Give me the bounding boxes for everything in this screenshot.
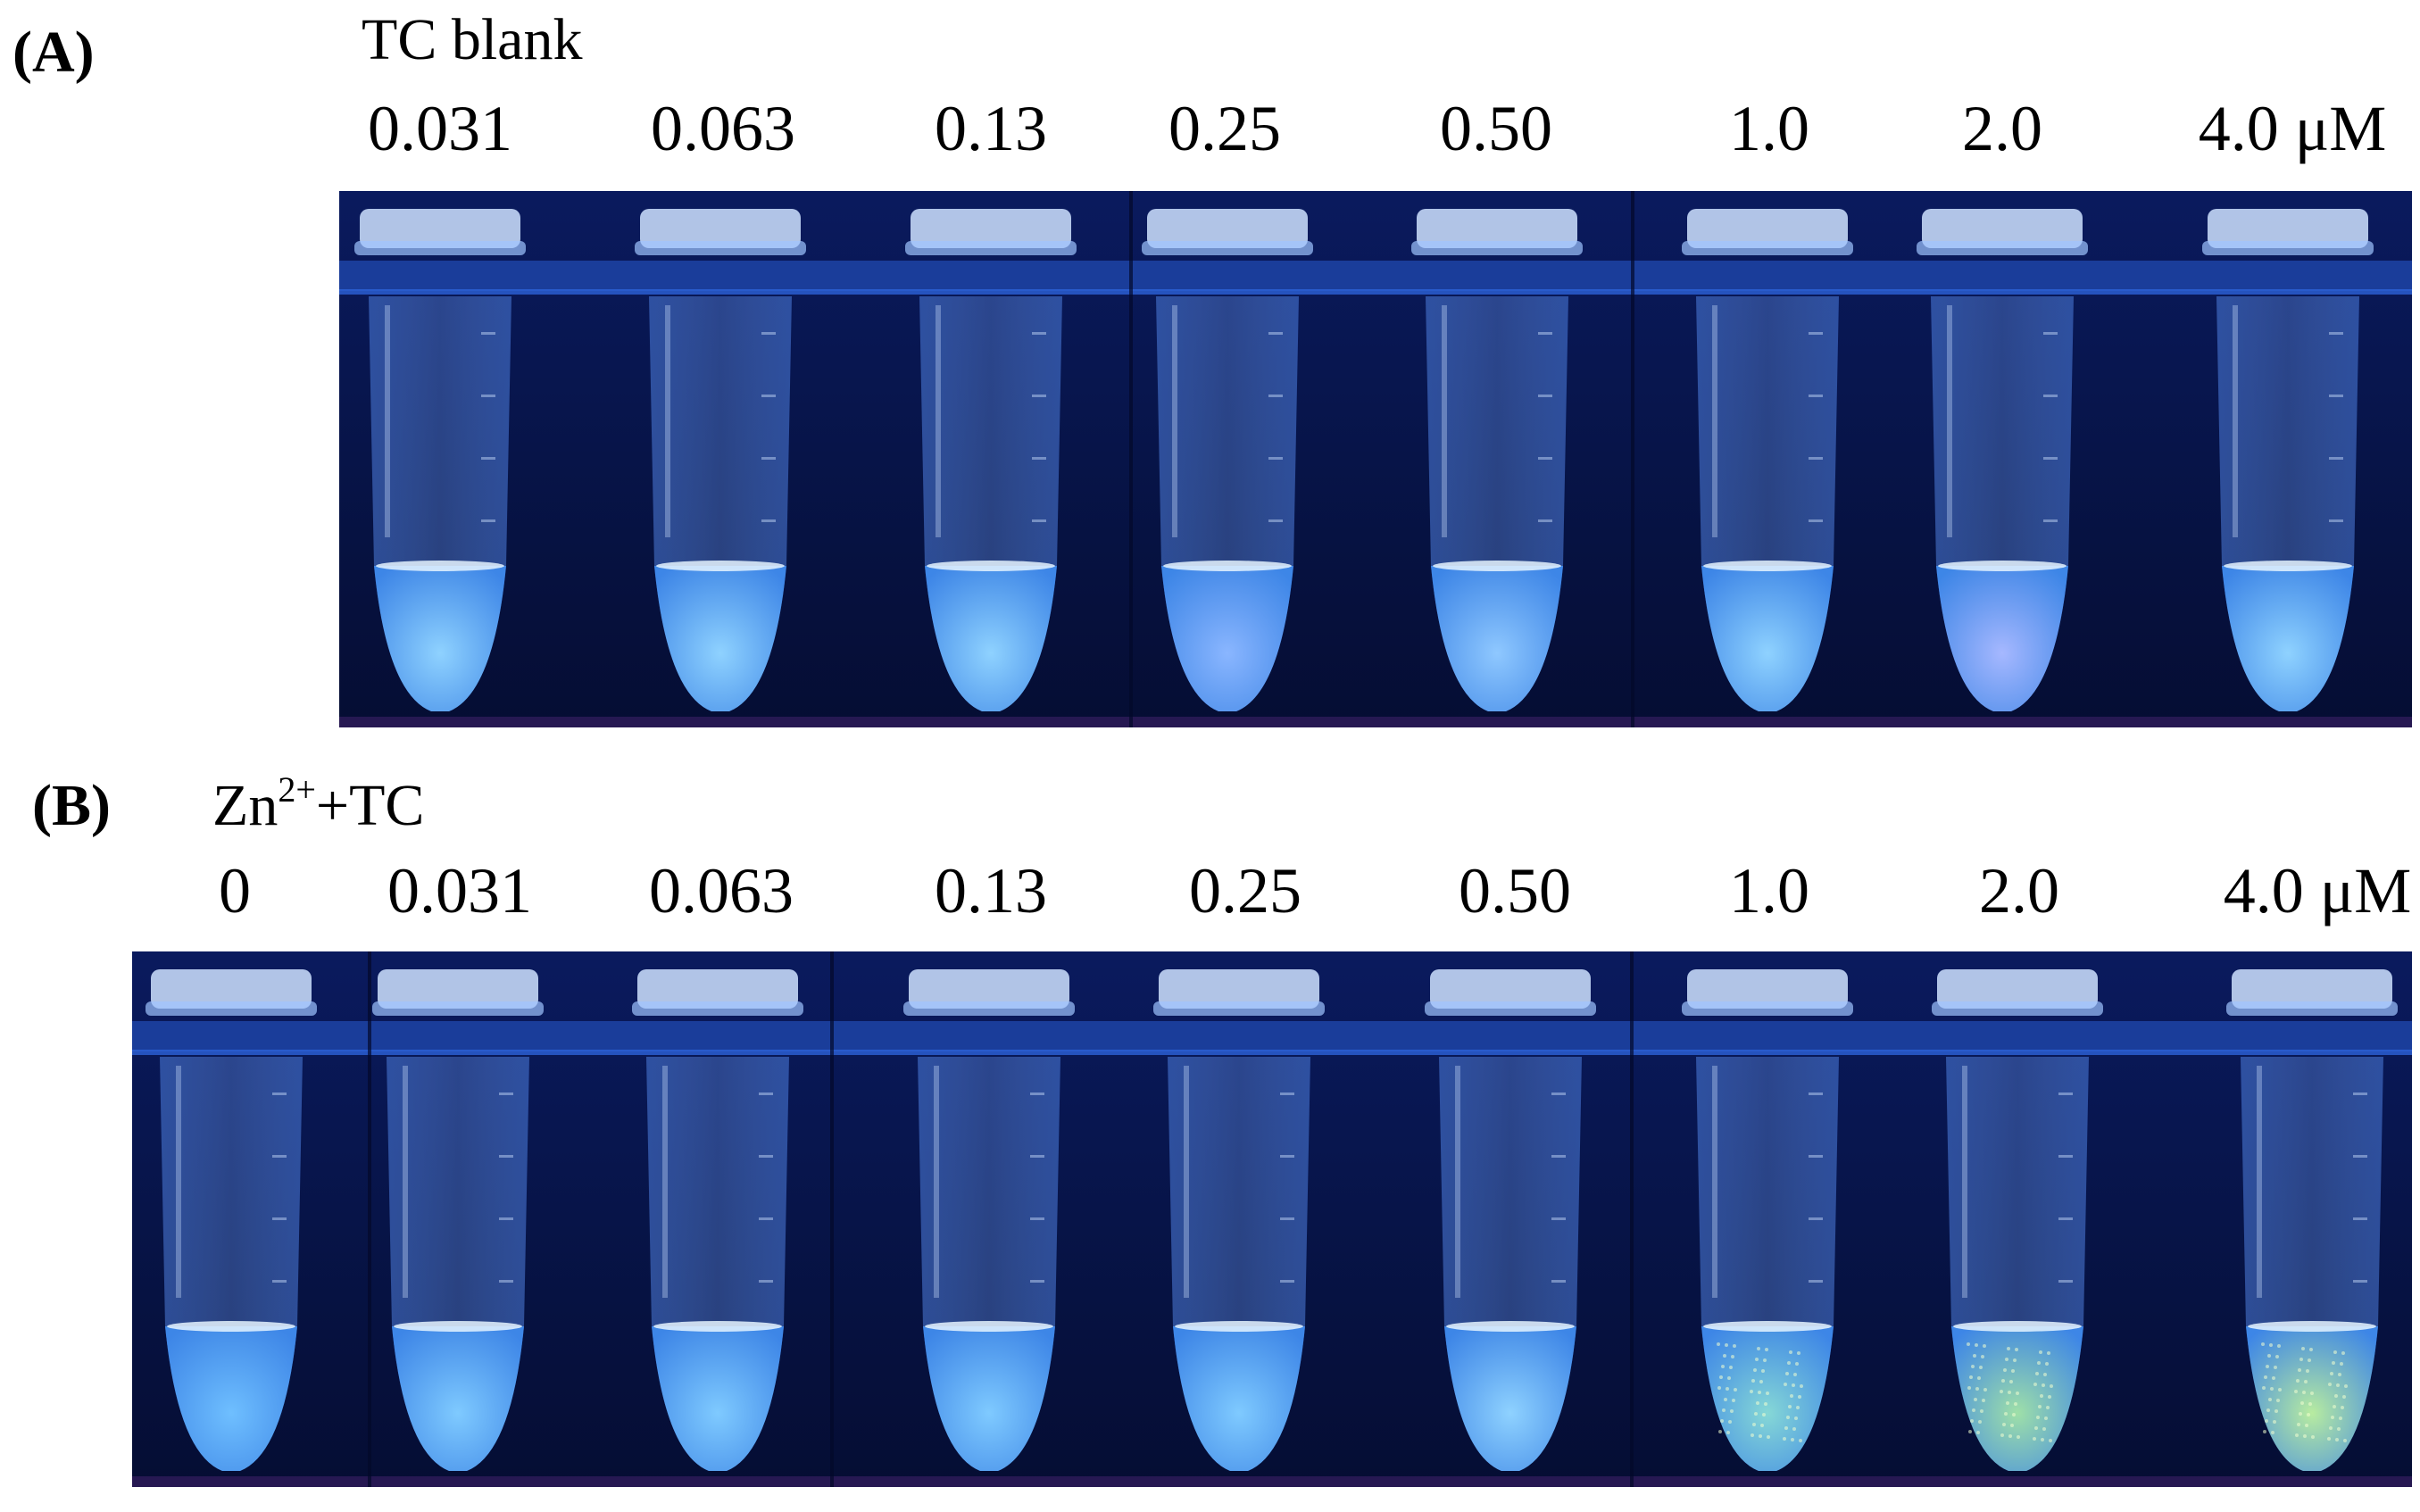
- tube: [1932, 969, 2103, 1471]
- conc-label: 0.031: [368, 93, 512, 164]
- rack-bar: [132, 1021, 2412, 1051]
- conc-label: 0.50: [1440, 93, 1552, 164]
- conc-label: 0.13: [935, 855, 1047, 926]
- rack-bar: [339, 261, 2412, 291]
- tube: [2202, 209, 2374, 711]
- caption-tc: +TC: [315, 773, 425, 838]
- conc-label: 2.0: [1979, 855, 2059, 926]
- tube: [1153, 969, 1325, 1471]
- tube: [1917, 209, 2088, 711]
- panel-a-caption: TC blank: [362, 7, 583, 72]
- caption-zn: Zn: [212, 773, 279, 838]
- tube: [1425, 969, 1596, 1471]
- tube: [1682, 969, 1853, 1471]
- conc-label: 1.0: [1729, 855, 1809, 926]
- conc-label: 4.0 μM: [2198, 93, 2387, 164]
- conc-label: 4.0 μM: [2223, 855, 2412, 926]
- panel-b-tube-photo: [132, 951, 2412, 1487]
- caption-charge: 2+: [278, 769, 316, 810]
- conc-label: 0.25: [1168, 93, 1281, 164]
- panel-b-label: (B): [32, 773, 111, 838]
- conc-label: 0.063: [651, 93, 795, 164]
- tube: [635, 209, 806, 711]
- conc-label: 0: [219, 855, 251, 926]
- conc-label: 0.063: [649, 855, 794, 926]
- tube: [372, 969, 544, 1471]
- tube: [905, 209, 1077, 711]
- tube: [2226, 969, 2398, 1471]
- conc-label: 1.0: [1729, 93, 1809, 164]
- conc-label: 0.50: [1459, 855, 1571, 926]
- panel-a-tube-photo: [339, 191, 2412, 727]
- tube: [632, 969, 803, 1471]
- tube: [354, 209, 526, 711]
- conc-label: 0.25: [1189, 855, 1301, 926]
- tube: [1411, 209, 1583, 711]
- conc-label: 2.0: [1962, 93, 2042, 164]
- tube: [1142, 209, 1313, 711]
- panel-b-caption: Zn2++TC: [212, 772, 424, 835]
- conc-label: 0.13: [935, 93, 1047, 164]
- panel-a-label: (A): [12, 20, 95, 85]
- tube: [146, 969, 317, 1471]
- conc-label: 0.031: [387, 855, 532, 926]
- tube: [1682, 209, 1853, 711]
- tube: [903, 969, 1075, 1471]
